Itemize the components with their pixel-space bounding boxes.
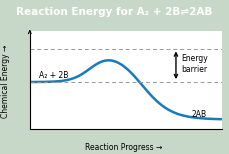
Text: Chemical Energy →: Chemical Energy → (1, 45, 10, 118)
Text: 2AB: 2AB (192, 109, 207, 119)
Text: Reaction Progress →: Reaction Progress → (85, 144, 162, 152)
Text: A₂ + 2B: A₂ + 2B (39, 71, 69, 80)
Text: Reaction Energy for A₂ + 2B⇌2AB: Reaction Energy for A₂ + 2B⇌2AB (16, 7, 213, 17)
Text: Energy
barrier: Energy barrier (182, 54, 208, 74)
